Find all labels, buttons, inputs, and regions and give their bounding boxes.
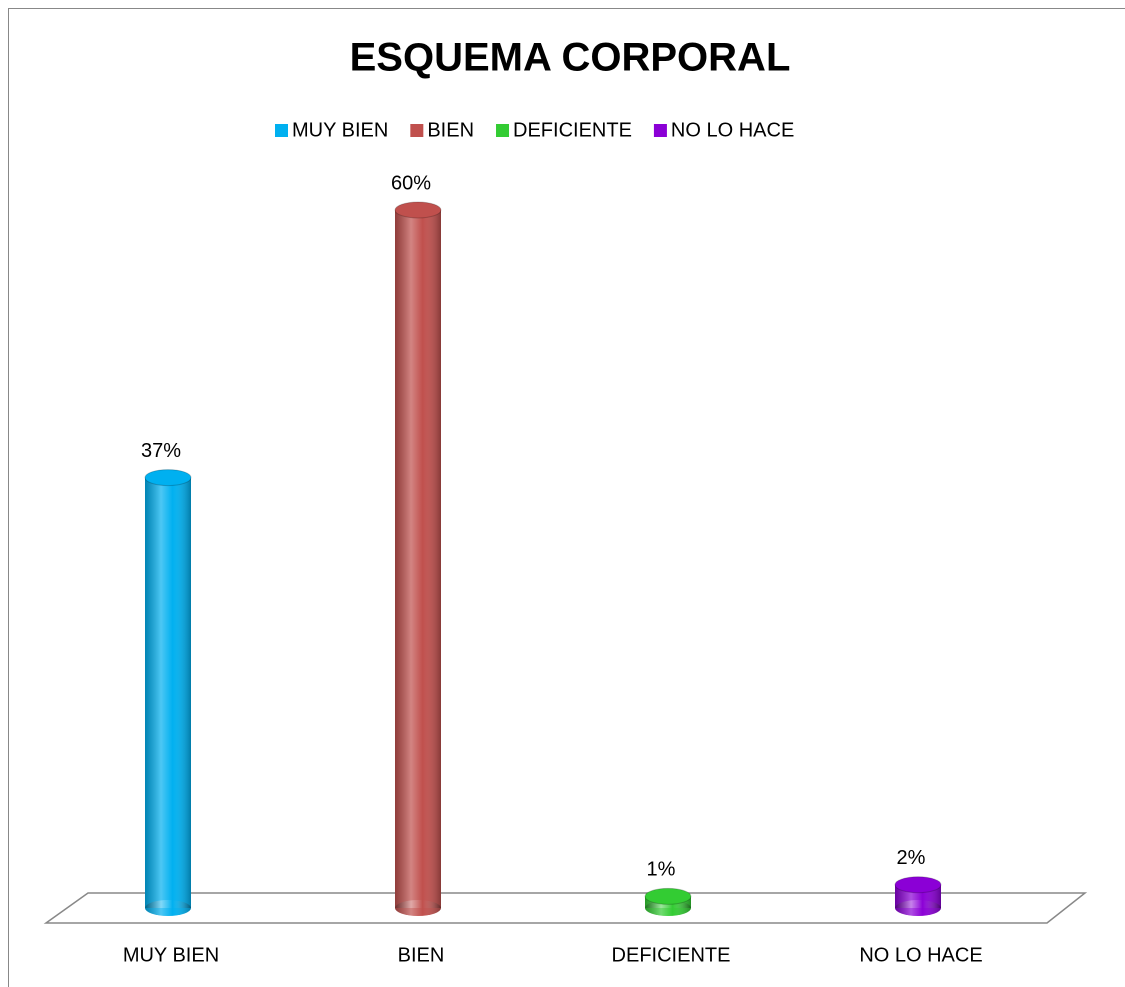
value-label: 1% — [647, 859, 676, 881]
value-label: 37% — [141, 440, 181, 462]
bar-shade — [145, 477, 191, 908]
x-tick-label: BIEN — [398, 944, 445, 966]
x-tick-label: DEFICIENTE — [612, 944, 731, 966]
bar-top — [394, 201, 442, 219]
bar-bottom-shade — [895, 900, 941, 916]
floor — [43, 892, 1088, 924]
legend-label: MUY BIEN — [292, 119, 388, 141]
value-label: 60% — [391, 172, 431, 194]
legend-swatch — [653, 124, 667, 137]
chart-frame — [8, 8, 1125, 987]
bar-bottom-shade — [645, 900, 691, 916]
chart-title: ESQUEMA CORPORAL — [350, 36, 791, 80]
bar-top — [144, 469, 192, 487]
x-tick-label: NO LO HACE — [859, 944, 982, 966]
legend-label: NO LO HACE — [671, 119, 794, 141]
legend-swatch — [275, 124, 288, 137]
bar-group — [144, 469, 192, 916]
bar-bottom-shade — [145, 900, 191, 916]
value-label: 2% — [897, 847, 926, 869]
bar-group — [894, 876, 942, 916]
x-tick-label: MUY BIEN — [123, 944, 219, 966]
bar-group — [644, 887, 692, 916]
bar-group — [394, 201, 442, 916]
legend-label: BIEN — [427, 119, 474, 141]
legend-swatch — [410, 124, 424, 137]
legend-swatch — [496, 124, 510, 137]
bar-top — [894, 876, 942, 894]
legend: MUY BIEN BIEN DEFICIENTE NO LO HACE — [275, 119, 794, 141]
bar-shade — [395, 210, 441, 908]
legend-label: DEFICIENTE — [513, 119, 632, 141]
bar-top — [644, 887, 692, 905]
bar-bottom-shade — [395, 900, 441, 916]
